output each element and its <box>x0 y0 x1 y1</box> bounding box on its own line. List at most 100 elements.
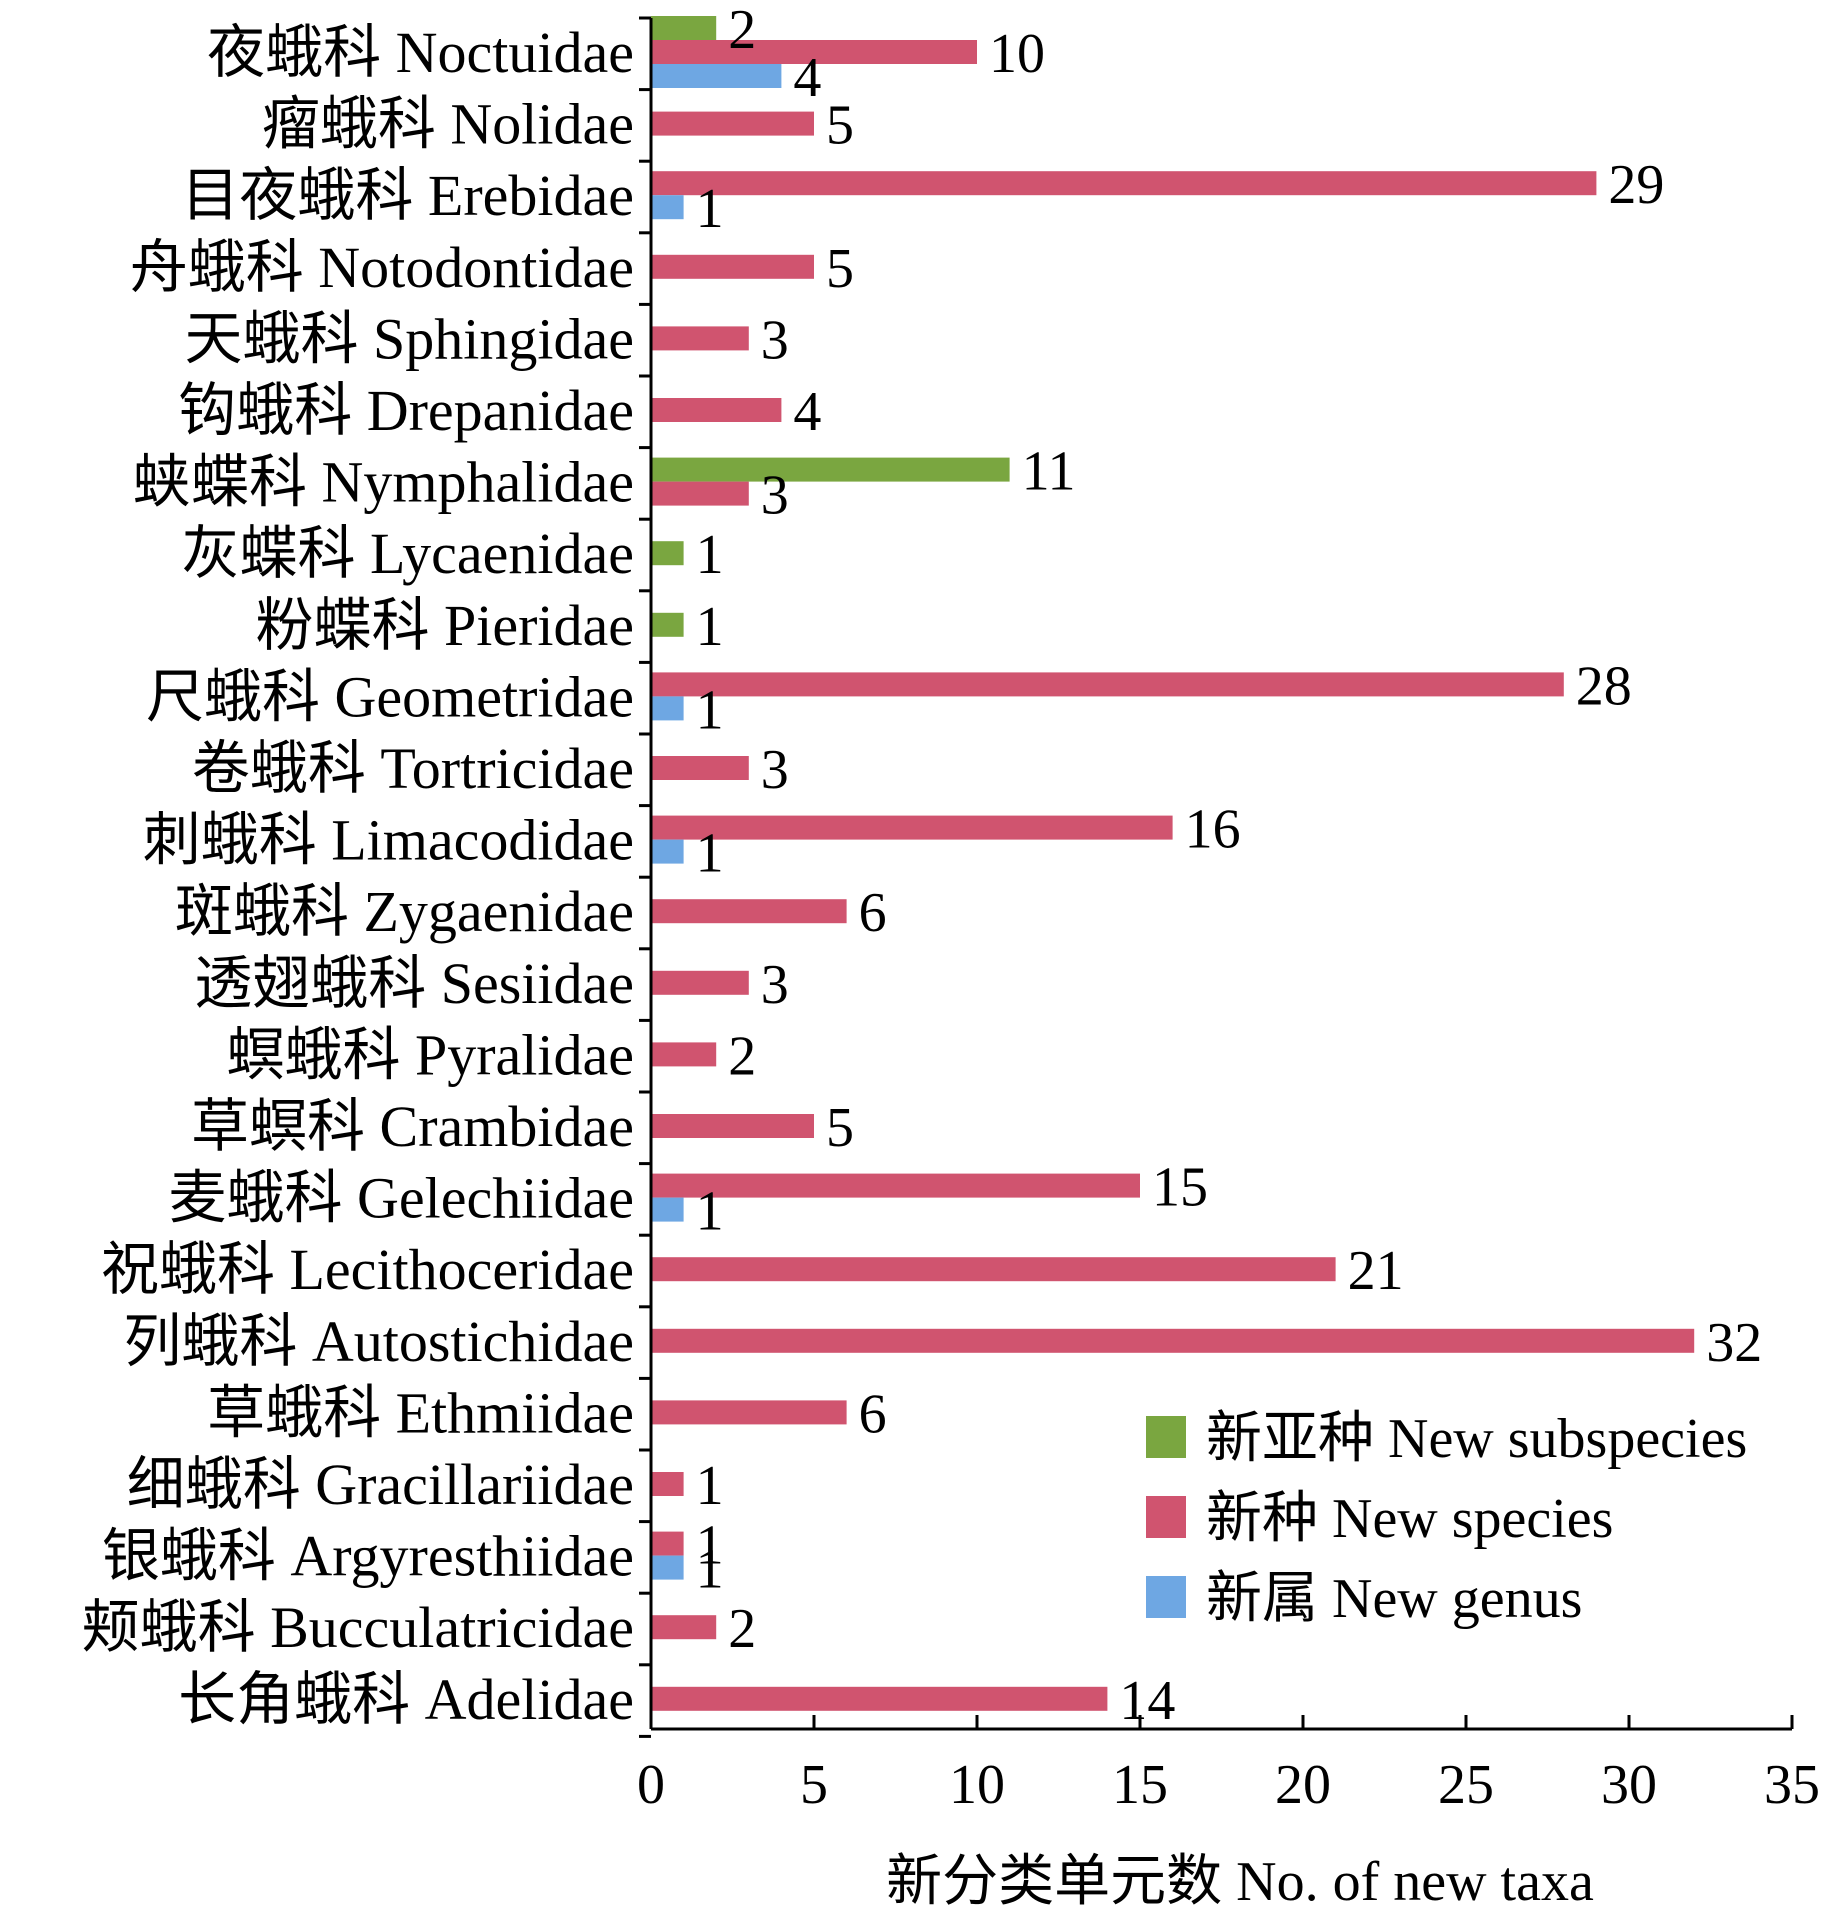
x-axis-title: 新分类单元数 No. of new taxa <box>886 1851 1594 1913</box>
data-label: 29 <box>1608 154 1664 216</box>
legend-swatch <box>1146 1496 1186 1538</box>
data-label: 16 <box>1185 799 1241 861</box>
data-label: 2 <box>728 1598 756 1660</box>
bar-new-species <box>651 970 749 995</box>
bar-new-subspecies <box>651 541 684 566</box>
data-label: 1 <box>696 524 724 586</box>
bar-new-species <box>651 1686 1108 1711</box>
legend: 新亚种 New subspecies 新种 New species 新属 New g… <box>1146 1408 1747 1630</box>
category-label: 长角蛾科 Adelidae <box>178 1667 634 1732</box>
bar-new-species <box>651 672 1564 697</box>
bar-new-genus <box>651 64 782 88</box>
category-label: 草螟科 Crambidae <box>191 1094 634 1159</box>
bar-new-species <box>651 1042 717 1067</box>
data-label: 32 <box>1706 1312 1762 1374</box>
category-label: 卷蛾科 Tortricidae <box>192 736 634 801</box>
bar-new-species <box>651 171 1597 196</box>
bar-new-species <box>651 1328 1695 1353</box>
x-tick-labels: 0 5 10 15 20 25 30 35 <box>637 1754 1820 1816</box>
category-label: 草蛾科 Ethmiidae <box>207 1380 634 1445</box>
bars <box>651 16 1695 1711</box>
axes <box>639 16 1794 1738</box>
bar-new-species <box>651 1257 1336 1282</box>
category-label: 银蛾科 Argyresthiidae <box>102 1524 634 1589</box>
data-label: 2 <box>728 0 756 61</box>
category-label: 斑蛾科 Zygaenidae <box>175 879 634 944</box>
data-label: 3 <box>761 739 789 801</box>
bar-new-species <box>651 1531 684 1556</box>
data-label: 5 <box>826 95 854 157</box>
bar-new-species <box>651 1114 814 1138</box>
bar-new-species <box>651 326 749 351</box>
data-label: 5 <box>826 1097 854 1159</box>
x-tick-label: 0 <box>637 1754 665 1816</box>
bar-new-subspecies <box>651 612 684 637</box>
category-label: 尺蛾科 Geometridae <box>146 664 634 729</box>
category-label: 目夜蛾科 Erebidae <box>181 163 634 228</box>
bar-new-genus <box>651 195 684 220</box>
category-label: 蛱蝶科 Nymphalidae <box>133 450 634 515</box>
bar-new-species <box>651 398 782 422</box>
category-label: 颊蛾科 Bucculatricidae <box>82 1595 634 1660</box>
bar-new-subspecies <box>651 457 1010 482</box>
bar-new-genus <box>651 1197 684 1222</box>
legend-label: 新亚种 New subspecies <box>1206 1408 1747 1470</box>
data-label: 3 <box>761 954 789 1016</box>
category-label: 刺蛾科 Limacodidae <box>143 808 634 873</box>
bar-new-subspecies <box>651 16 717 40</box>
bar-new-species <box>651 1472 684 1496</box>
category-label: 祝蛾科 Lecithoceridae <box>101 1237 634 1302</box>
bar-new-species <box>651 815 1173 840</box>
bar-new-species <box>651 254 814 279</box>
bar-new-genus <box>651 696 684 721</box>
data-label: 1 <box>696 1181 724 1243</box>
x-tick-label: 30 <box>1601 1754 1657 1816</box>
category-label: 螟蛾科 Pyralidae <box>226 1022 634 1087</box>
data-label: 11 <box>1022 441 1076 503</box>
data-label: 5 <box>826 238 854 300</box>
data-label: 1 <box>696 1455 724 1517</box>
data-label: 3 <box>761 309 789 371</box>
x-tick-label: 20 <box>1275 1754 1331 1816</box>
category-label: 夜蛾科 Noctuidae <box>207 20 634 85</box>
category-label: 瘤蛾科 Nolidae <box>262 92 634 157</box>
data-label: 1 <box>696 823 724 885</box>
category-label: 细蛾科 Gracillariidae <box>127 1452 634 1517</box>
x-tick-label: 25 <box>1438 1754 1494 1816</box>
category-label: 舟蛾科 Notodontidae <box>130 235 634 300</box>
data-label: 2 <box>728 1025 756 1087</box>
data-label: 4 <box>793 47 821 109</box>
category-label: 灰蝶科 Lycaenidae <box>181 521 634 586</box>
data-label: 28 <box>1576 655 1632 717</box>
bar-new-species <box>651 899 847 924</box>
data-label: 1 <box>696 679 724 741</box>
data-label: 1 <box>696 178 724 240</box>
x-tick-label: 15 <box>1112 1754 1168 1816</box>
x-tick-label: 5 <box>800 1754 828 1816</box>
x-tick-label: 10 <box>949 1754 1005 1816</box>
data-label: 15 <box>1152 1157 1208 1219</box>
bar-new-species <box>651 1173 1140 1198</box>
data-label: 6 <box>859 1383 887 1445</box>
category-label: 透翅蛾科 Sesiidae <box>194 951 634 1016</box>
category-label: 粉蝶科 Pieridae <box>255 593 634 658</box>
data-label: 21 <box>1348 1240 1404 1302</box>
bar-new-species <box>651 481 749 506</box>
data-label: 14 <box>1119 1670 1175 1732</box>
data-label: 3 <box>761 465 789 527</box>
bar-new-species <box>651 1615 717 1640</box>
bar-new-species <box>651 1400 847 1425</box>
bar-new-species <box>651 111 814 136</box>
x-tick-label: 35 <box>1764 1754 1820 1816</box>
legend-label: 新种 New species <box>1206 1488 1613 1550</box>
bar-new-species <box>651 40 977 64</box>
data-label: 1 <box>696 596 724 658</box>
category-label: 钩蛾科 Drepanidae <box>178 378 634 443</box>
category-label: 麦蛾科 Gelechiidae <box>169 1166 634 1231</box>
data-label: 4 <box>793 381 821 443</box>
data-label: 1 <box>696 1515 724 1577</box>
legend-label: 新属 New genus <box>1206 1568 1582 1630</box>
legend-swatch <box>1146 1576 1186 1618</box>
